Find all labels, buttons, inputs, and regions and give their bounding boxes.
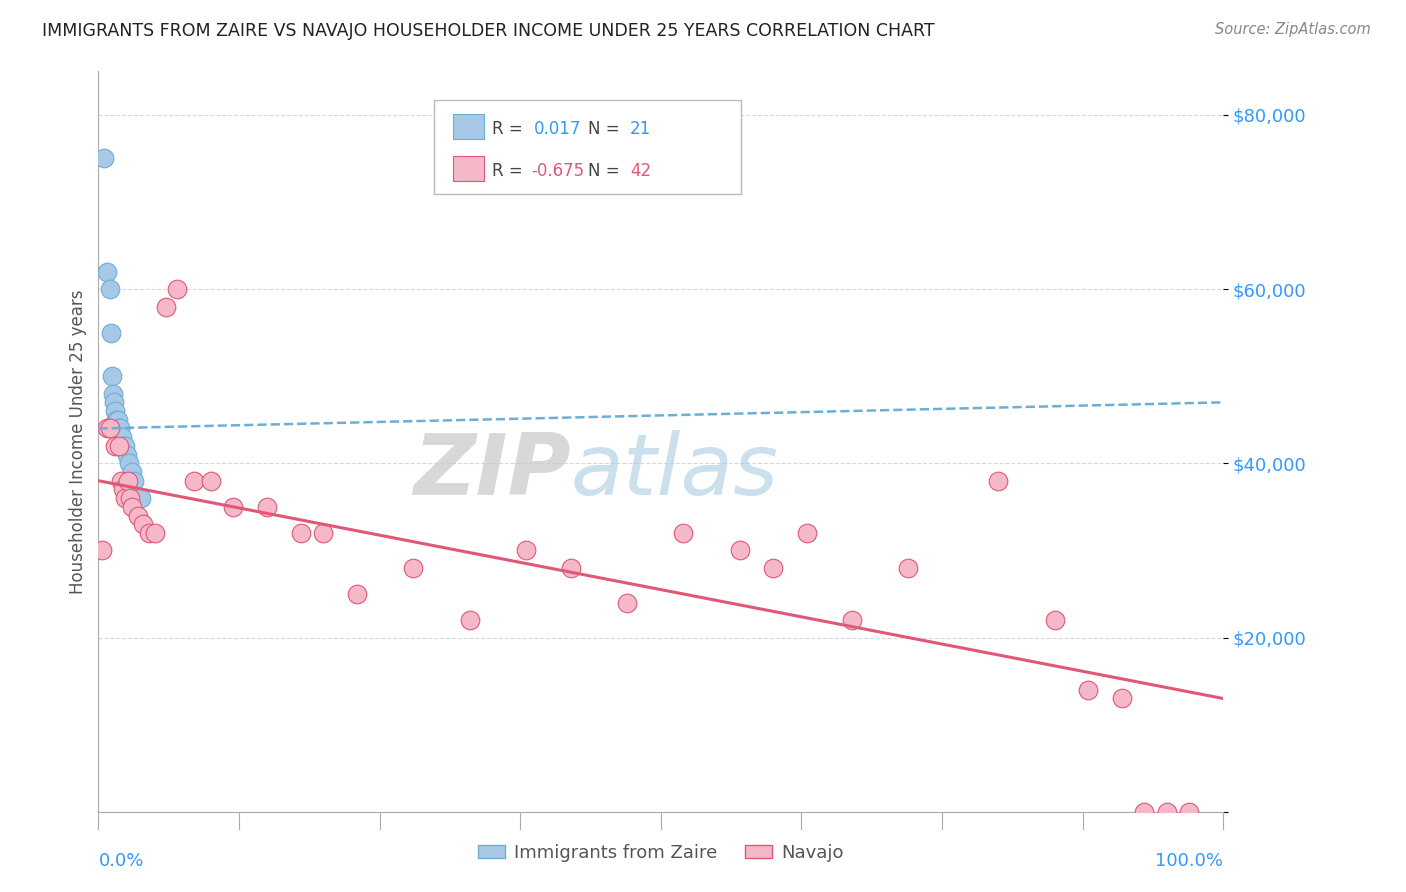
Point: [107, 413, 129, 427]
Point: [1077, 682, 1099, 697]
Point: [101, 369, 124, 384]
Legend: Immigrants from Zaire, Navajo: Immigrants from Zaire, Navajo: [471, 837, 851, 870]
Point: [183, 474, 205, 488]
Point: [841, 613, 863, 627]
Point: [200, 474, 222, 488]
Text: R =: R =: [492, 162, 529, 180]
Point: [155, 300, 177, 314]
Point: [222, 500, 245, 514]
Point: [346, 587, 368, 601]
Point: [616, 596, 638, 610]
Point: [114, 491, 136, 505]
Point: [117, 474, 139, 488]
Point: [115, 448, 138, 462]
Text: N =: N =: [588, 162, 624, 180]
Point: [93, 152, 115, 166]
Point: [118, 456, 141, 470]
Point: [127, 508, 149, 523]
Point: [515, 543, 537, 558]
Point: [143, 526, 166, 541]
Point: [111, 430, 134, 444]
Point: [100, 326, 122, 340]
Point: [897, 561, 920, 575]
Point: [1111, 691, 1133, 706]
Point: [129, 491, 152, 505]
Point: [124, 474, 146, 488]
Point: [110, 474, 132, 488]
Point: [101, 386, 124, 401]
Text: 100.0%: 100.0%: [1156, 853, 1223, 871]
Point: [107, 421, 129, 435]
Point: [103, 395, 125, 409]
Point: [114, 439, 136, 453]
Point: [728, 543, 751, 558]
Point: [166, 282, 188, 296]
Point: [112, 483, 135, 497]
Text: R =: R =: [492, 120, 529, 137]
Point: [762, 561, 785, 575]
Text: 0.0%: 0.0%: [98, 853, 143, 871]
Text: 21: 21: [630, 120, 651, 137]
Point: [1043, 613, 1066, 627]
Y-axis label: Householder Income Under 25 years: Householder Income Under 25 years: [69, 289, 87, 594]
Point: [121, 500, 143, 514]
Text: -0.675: -0.675: [531, 162, 585, 180]
Point: [110, 430, 132, 444]
Text: 42: 42: [630, 162, 651, 180]
Point: [290, 526, 312, 541]
Point: [312, 526, 335, 541]
Text: Source: ZipAtlas.com: Source: ZipAtlas.com: [1215, 22, 1371, 37]
Point: [1133, 805, 1156, 819]
Point: [796, 526, 818, 541]
Point: [256, 500, 278, 514]
Point: [96, 265, 118, 279]
Point: [402, 561, 425, 575]
Point: [121, 465, 143, 479]
Text: IMMIGRANTS FROM ZAIRE VS NAVAJO HOUSEHOLDER INCOME UNDER 25 YEARS CORRELATION CH: IMMIGRANTS FROM ZAIRE VS NAVAJO HOUSEHOL…: [42, 22, 935, 40]
Point: [560, 561, 582, 575]
Text: atlas: atlas: [571, 430, 779, 513]
Point: [98, 282, 121, 296]
Point: [104, 439, 127, 453]
Point: [98, 421, 121, 435]
Point: [672, 526, 695, 541]
Point: [1156, 805, 1178, 819]
Point: [1178, 805, 1201, 819]
Text: ZIP: ZIP: [413, 430, 571, 513]
Point: [112, 439, 135, 453]
Point: [108, 421, 131, 435]
Point: [118, 491, 141, 505]
Point: [138, 526, 160, 541]
Point: [987, 474, 1010, 488]
Text: N =: N =: [588, 120, 624, 137]
Point: [105, 413, 128, 427]
Text: 0.017: 0.017: [534, 120, 582, 137]
Point: [90, 543, 112, 558]
Point: [107, 439, 129, 453]
Point: [132, 517, 155, 532]
Point: [104, 404, 127, 418]
Point: [96, 421, 118, 435]
Point: [458, 613, 481, 627]
